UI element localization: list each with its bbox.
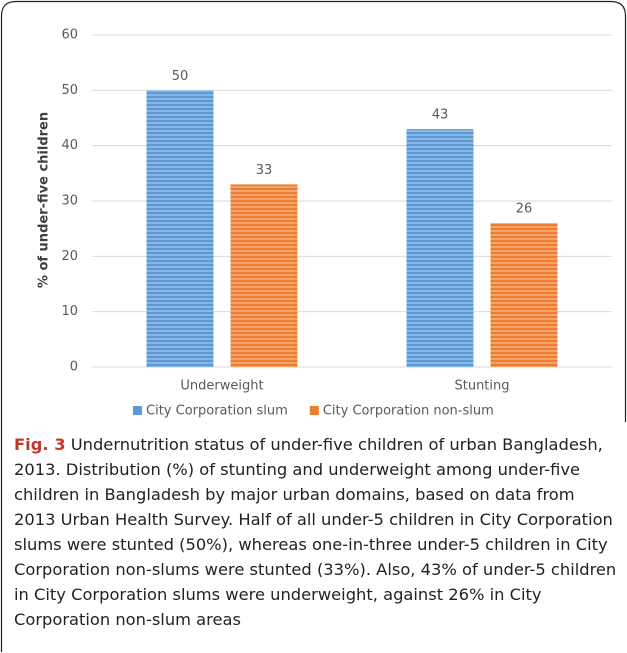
- data-label: 50: [172, 69, 189, 84]
- y-tick-label: 50: [61, 83, 78, 98]
- legend-swatch: [133, 406, 142, 415]
- caption: Fig. 3 Undernutrition status of under-fi…: [14, 432, 620, 632]
- y-tick-label: 30: [61, 194, 78, 209]
- legend-swatch: [309, 406, 319, 415]
- y-tick-label: 20: [61, 249, 78, 264]
- caption-label: Fig. 3: [14, 435, 66, 454]
- bar: [230, 184, 298, 367]
- data-label: 43: [432, 108, 449, 123]
- legend: City Corporation slum City Corporation no…: [133, 404, 494, 419]
- bar: [406, 129, 474, 367]
- legend-label: City Corporation slum: [146, 404, 288, 419]
- x-tick-label: Stunting: [454, 379, 509, 394]
- caption-text: Undernutrition status of under-five chil…: [14, 435, 617, 629]
- y-tick-label: 40: [61, 138, 78, 153]
- y-tick-label: 10: [61, 304, 78, 319]
- bar: [146, 90, 214, 367]
- y-axis-label: % of under-five children: [37, 112, 52, 288]
- data-label: 33: [256, 163, 273, 178]
- legend-label: City Corporation non-slum: [323, 404, 494, 419]
- plot: 0 10 20 30 40 50 60 Underweight 50 33 Stunting 43 26: [61, 28, 612, 394]
- y-tick-label: 0: [70, 360, 78, 375]
- data-label: 26: [516, 202, 533, 217]
- bar: [490, 223, 558, 367]
- y-tick-label: 60: [61, 28, 78, 43]
- x-tick-label: Underweight: [180, 379, 263, 394]
